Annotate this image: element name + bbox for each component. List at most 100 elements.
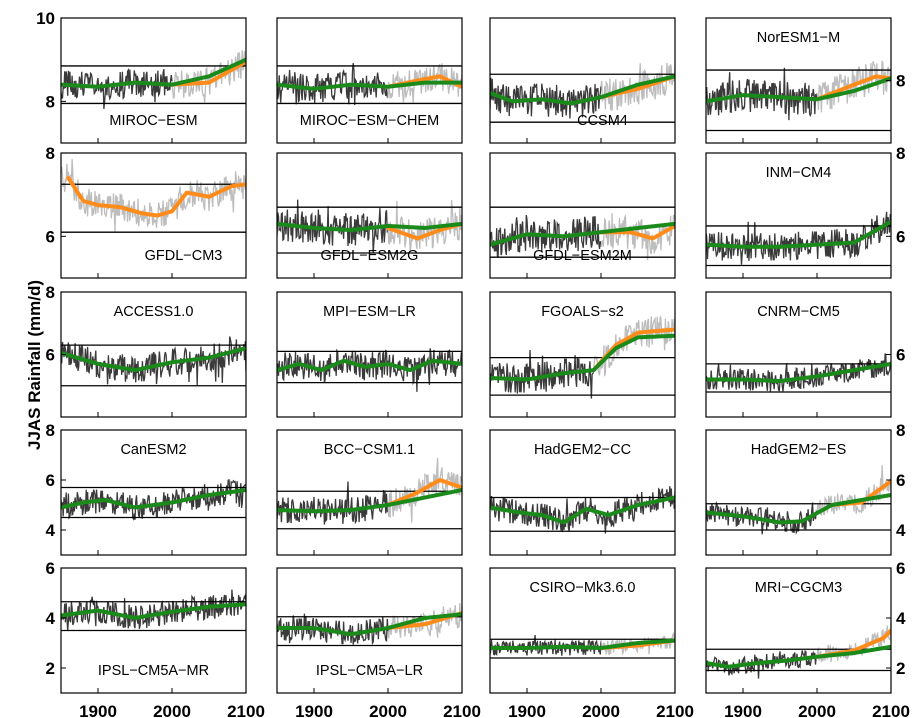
series-smooth-green — [490, 74, 675, 106]
panel: 2 4 6 IPSL−CM5A−MR 1900 2000 2100 — [46, 559, 265, 718]
series-smooth-green — [706, 76, 891, 104]
series-smooth-green — [277, 358, 462, 373]
series-smooth-orange — [386, 221, 462, 241]
series-raw-historical — [61, 478, 246, 521]
y-tick-label: 4 — [46, 521, 56, 540]
y-tick-label: 6 — [46, 471, 55, 490]
series-smooth-green — [490, 638, 675, 650]
series-raw-historical — [277, 199, 389, 254]
series-raw-projection — [592, 316, 675, 377]
panel: 8 NorESM1−M — [705, 17, 905, 144]
y-tick-label: 4 — [896, 521, 906, 540]
series-raw-projection — [387, 603, 462, 639]
plot-area — [490, 206, 675, 261]
plot-area — [277, 63, 462, 106]
y-tick-label: 2 — [896, 659, 905, 678]
panel: CCSM4 — [489, 17, 676, 144]
panel-frame — [276, 152, 463, 279]
x-tick-label: 1900 — [295, 702, 333, 718]
panel: IPSL−CM5A−LR 1900 2000 2100 — [276, 567, 481, 718]
panel-title: GFDL−ESM2G — [321, 248, 419, 264]
series-smooth-orange — [386, 478, 462, 507]
panel: 4 6 8 CanESM2 — [46, 421, 247, 556]
panel-frame — [60, 567, 247, 694]
y-tick-label: 8 — [46, 421, 55, 440]
panel-frame — [276, 567, 463, 694]
y-tick-label: 8 — [896, 144, 905, 163]
y-tick-label: 8 — [46, 144, 55, 163]
plot-area — [277, 603, 462, 647]
panel-frame — [489, 429, 676, 556]
y-tick-label: 8 — [896, 72, 905, 91]
series-raw-historical — [706, 353, 891, 392]
panel: 8 10 MIROC−ESM — [36, 9, 247, 144]
series-raw-historical — [490, 77, 602, 119]
x-tick-label: 2000 — [582, 702, 620, 718]
series-raw-historical — [277, 481, 389, 525]
panel: MIROC−ESM−CHEM — [276, 17, 463, 144]
series-raw-historical — [490, 634, 602, 656]
plot-area — [61, 336, 246, 387]
y-axis-label: JJAS Rainfall (mm/d) — [25, 280, 44, 450]
series-raw-historical — [706, 649, 818, 679]
x-tick-label: 1900 — [508, 702, 546, 718]
y-tick-label: 6 — [46, 559, 55, 578]
panel-frame — [489, 567, 676, 694]
panel: MPI−ESM−LR — [276, 291, 463, 418]
plot-area — [706, 353, 891, 393]
panel-frame — [276, 429, 463, 556]
panel-frame — [489, 291, 676, 418]
series-raw-historical — [61, 589, 246, 631]
series-smooth-green — [706, 219, 891, 249]
y-tick-label: 8 — [46, 283, 55, 302]
plot-area — [706, 60, 891, 132]
series-smooth-orange — [815, 74, 891, 102]
plot-area — [490, 316, 675, 399]
panel: 6 CNRM−CM5 — [705, 291, 905, 418]
series-raw-projection — [600, 62, 675, 111]
y-tick-label: 4 — [46, 609, 56, 628]
series-raw-projection — [600, 213, 675, 261]
series-smooth-green — [61, 346, 246, 373]
x-tick-label: 2100 — [656, 702, 694, 718]
series-smooth-green — [706, 644, 891, 669]
x-tick-label: 1900 — [724, 702, 762, 718]
panel: GFDL−ESM2G — [276, 152, 463, 279]
plot-area — [277, 348, 462, 392]
series-raw-historical — [277, 348, 462, 392]
series-smooth-green — [706, 493, 891, 525]
panel-frame — [489, 152, 676, 279]
x-tick-label: 2100 — [872, 702, 910, 718]
series-smooth-green — [490, 495, 675, 525]
plot-area — [706, 621, 891, 679]
panel-title: MIROC−ESM−CHEM — [300, 113, 439, 129]
y-tick-label: 6 — [896, 559, 905, 578]
series-smooth-green — [61, 602, 246, 620]
panel-title: BCC−CSM1.1 — [324, 442, 415, 458]
panel: CSIRO−Mk3.6.0 1900 2000 2100 — [489, 567, 694, 718]
plot-area — [61, 478, 246, 521]
plot-area — [61, 589, 246, 632]
plot-area — [61, 159, 246, 233]
y-tick-label: 6 — [46, 346, 55, 365]
panel-title: CNRM−CM5 — [757, 304, 840, 320]
plot-area — [706, 211, 891, 267]
series-smooth-green — [277, 488, 462, 514]
series-smooth-green — [277, 612, 462, 637]
x-tick-label: 1900 — [79, 702, 117, 718]
series-smooth-green — [61, 488, 246, 510]
plot-area — [277, 457, 462, 530]
panel-frame — [60, 17, 247, 144]
series-raw-projection — [387, 457, 462, 523]
series-smooth-orange — [170, 59, 246, 87]
panel: FGOALS−s2 — [489, 291, 676, 418]
series-smooth-orange — [66, 176, 246, 218]
panel-title: MIROC−ESM — [109, 113, 197, 129]
panel-title: IPSL−CM5A−LR — [316, 663, 423, 679]
panel-title: IPSL−CM5A−MR — [98, 663, 209, 679]
panel-frame — [705, 567, 892, 694]
plot-area — [706, 465, 891, 535]
x-tick-label: 2000 — [369, 702, 407, 718]
panel: 4 6 8 HadGEM2−ES — [705, 421, 906, 556]
